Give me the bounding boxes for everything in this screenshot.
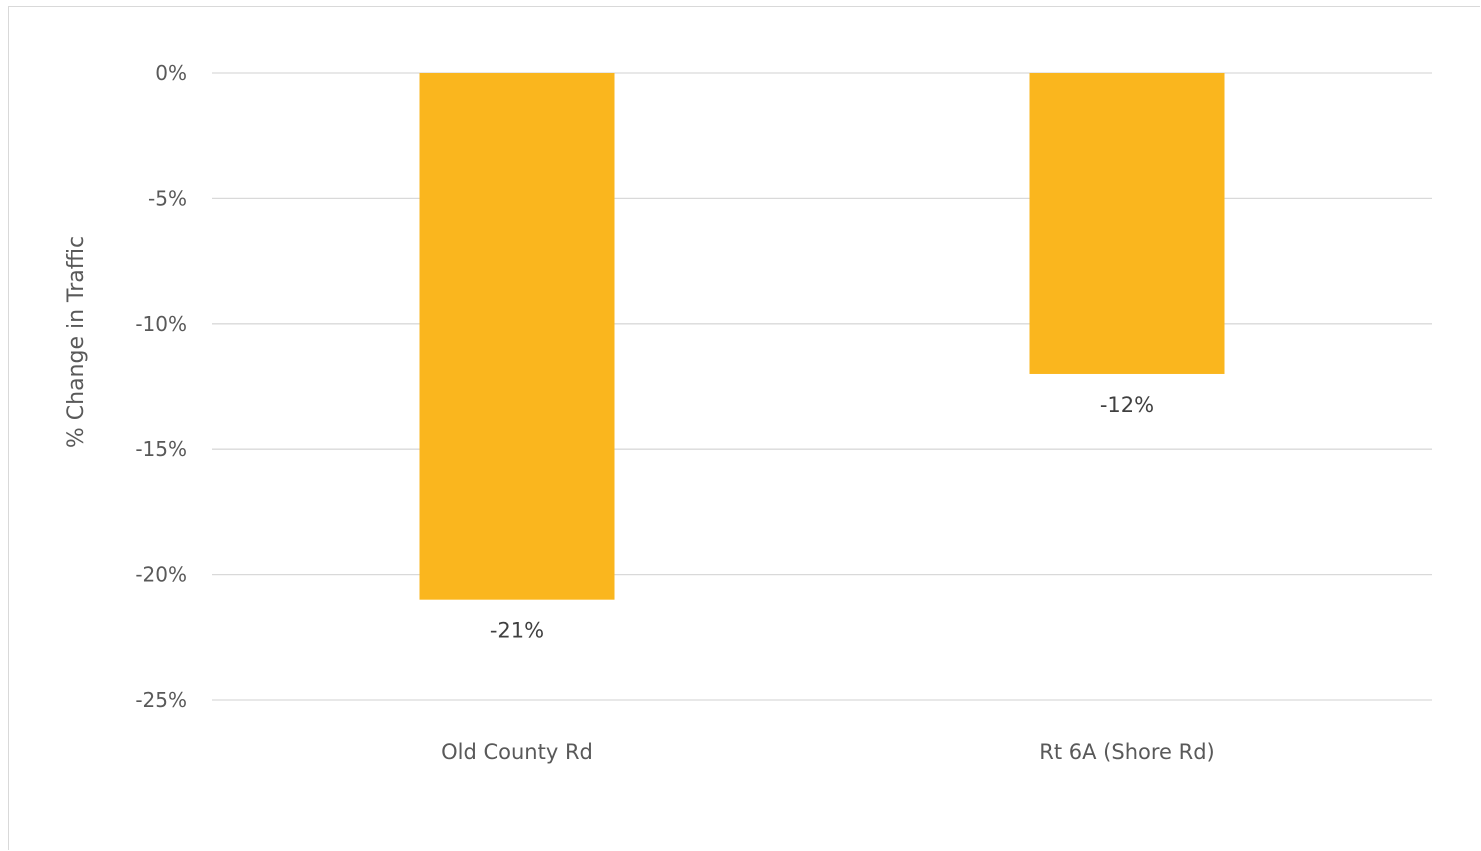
- gridlines: [212, 72, 1432, 701]
- y-tick-label: 0%: [155, 61, 187, 85]
- data-labels: -21% -12%: [490, 393, 1154, 643]
- y-tick-label: -5%: [148, 186, 187, 210]
- category-label: Rt 6A (Shore Rd): [1039, 740, 1214, 764]
- y-axis-title: % Change in Traffic: [64, 236, 89, 448]
- bar: [1029, 73, 1225, 374]
- y-tick-label: -15%: [135, 437, 187, 461]
- y-tick-label: -10%: [135, 312, 187, 336]
- x-axis-categories: Old County Rd Rt 6A (Shore Rd): [441, 740, 1215, 764]
- y-axis-ticks: 0% -5% -10% -15% -20% -25%: [135, 61, 187, 712]
- data-label: -12%: [1100, 393, 1154, 417]
- data-label: -21%: [490, 619, 544, 643]
- y-tick-label: -20%: [135, 563, 187, 587]
- chart-frame: [8, 6, 1480, 850]
- category-label: Old County Rd: [441, 740, 593, 764]
- y-tick-label: -25%: [135, 688, 187, 712]
- bar: [419, 73, 615, 600]
- bars: [419, 73, 1225, 600]
